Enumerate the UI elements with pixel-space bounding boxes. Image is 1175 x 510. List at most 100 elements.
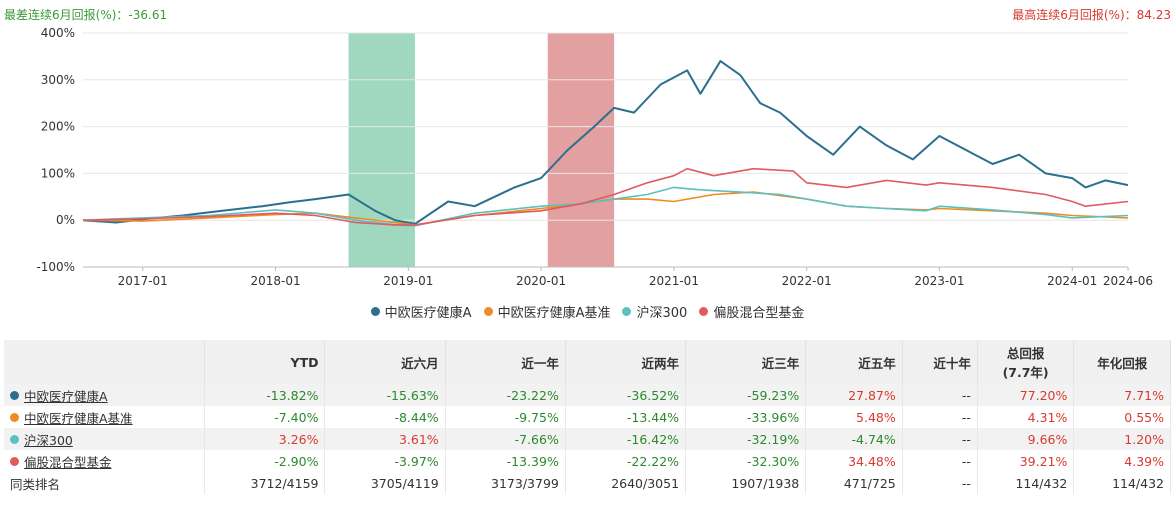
x-tick-label: 2024-01 <box>1047 274 1097 288</box>
row-name-cell[interactable]: 中欧医疗健康A基准 <box>4 406 206 428</box>
row-name-cell[interactable]: 沪深300 <box>4 428 206 450</box>
row-name-cell[interactable]: 中欧医疗健康A <box>4 384 206 406</box>
x-tick-label: 2019-01 <box>383 274 433 288</box>
y-tick-label: -100% <box>36 260 75 274</box>
value-cell: 77.20% <box>977 384 1075 406</box>
legend-label: 偏股混合型基金 <box>713 306 805 321</box>
value-cell: -22.22% <box>565 450 687 472</box>
chart-legend: 中欧医疗健康A 中欧医疗健康A基准 沪深300 偏股混合型基金 <box>0 302 1175 321</box>
rank-label: 同类排名 <box>4 472 206 494</box>
rank-cell: 114/432 <box>977 472 1075 494</box>
table-row: 沪深300 3.26% 3.61% -7.66% -16.42% -32.19% -4.74… <box>4 428 1171 450</box>
x-tick-label: 2024-06 <box>1103 274 1153 288</box>
table-row: 偏股混合型基金 -2.90% -3.97% -13.39% -22.22% -32.30%… <box>4 450 1171 472</box>
value-cell: -13.82% <box>204 384 326 406</box>
legend-dot-icon <box>699 307 709 316</box>
legend-item[interactable]: 中欧医疗健康A <box>370 302 472 321</box>
value-cell: 0.55% <box>1073 406 1171 428</box>
value-cell: 5.48% <box>805 406 903 428</box>
rank-cell: 3712/4159 <box>204 472 326 494</box>
row-name-link[interactable]: 中欧医疗健康A <box>24 388 108 404</box>
x-tick-label: 2021-01 <box>649 274 699 288</box>
y-tick-label: 100% <box>41 166 75 180</box>
shaded-period-0 <box>348 33 415 267</box>
x-tick-label: 2020-01 <box>516 274 566 288</box>
row-name-cell[interactable]: 偏股混合型基金 <box>4 450 206 472</box>
series-dot-icon <box>10 434 19 444</box>
value-cell: -- <box>902 384 978 406</box>
value-cell: -- <box>902 450 978 472</box>
x-tick-label: 2017-01 <box>118 274 168 288</box>
value-cell: -59.23% <box>685 384 807 406</box>
value-cell: -2.90% <box>204 450 326 472</box>
value-cell: -36.52% <box>565 384 687 406</box>
y-tick-label: 300% <box>41 73 75 87</box>
column-header: 近六月 <box>324 340 446 384</box>
value-cell: -23.22% <box>445 384 566 406</box>
value-cell: 7.71% <box>1073 384 1171 406</box>
best-6m-return: 最高连续6月回报(%)：84.23 <box>1012 8 1171 22</box>
column-header: 近一年 <box>445 340 566 384</box>
rank-cell: 3705/4119 <box>324 472 446 494</box>
table-row: 中欧医疗健康A基准 -7.40% -8.44% -9.75% -13.44% -33.96… <box>4 406 1171 428</box>
column-header: 近五年 <box>805 340 903 384</box>
legend-item[interactable]: 沪深300 <box>622 302 687 321</box>
column-header: 近三年 <box>685 340 807 384</box>
y-tick-label: 200% <box>41 120 75 134</box>
column-header: 近十年 <box>902 340 978 384</box>
legend-label: 中欧医疗健康A <box>384 306 472 321</box>
series-line-0 <box>82 60 1129 225</box>
legend-item[interactable]: 偏股混合型基金 <box>699 302 804 321</box>
value-cell: -16.42% <box>565 428 687 450</box>
value-cell: -3.97% <box>324 450 446 472</box>
x-tick-label: 2018-01 <box>250 274 300 288</box>
value-cell: 3.61% <box>324 428 446 450</box>
row-name-link[interactable]: 偏股混合型基金 <box>24 454 112 470</box>
column-header: 总回报 (7.7年) <box>977 340 1075 384</box>
value-cell: 1.20% <box>1073 428 1171 450</box>
value-cell: -- <box>902 428 978 450</box>
y-tick-label: 0% <box>56 213 75 227</box>
row-name-link[interactable]: 沪深300 <box>24 432 73 448</box>
x-tick-label: 2022-01 <box>782 274 832 288</box>
legend-label: 中欧医疗健康A基准 <box>497 306 611 321</box>
y-tick-label: 400% <box>41 26 75 40</box>
value-cell: 4.39% <box>1073 450 1171 472</box>
rank-cell: -- <box>902 472 978 494</box>
legend-dot-icon <box>622 307 632 316</box>
series-dot-icon <box>10 390 19 400</box>
performance-chart: 400% 300% 200% 100% 0% -100% 2017-01 2018-01 201… <box>36 26 1153 288</box>
series-dot-icon <box>10 456 19 466</box>
row-name-link[interactable]: 中欧医疗健康A基准 <box>24 410 133 426</box>
table-row: 中欧医疗健康A -13.82% -15.63% -23.22% -36.52% -59.2… <box>4 384 1171 406</box>
series-dot-icon <box>10 412 19 422</box>
value-cell: -- <box>902 406 978 428</box>
rank-cell: 1907/1938 <box>685 472 807 494</box>
column-header: YTD <box>204 340 326 384</box>
series-line-3 <box>82 167 1129 226</box>
value-cell: -33.96% <box>685 406 807 428</box>
column-header <box>4 340 206 384</box>
rank-cell: 3173/3799 <box>445 472 566 494</box>
rank-cell: 471/725 <box>805 472 903 494</box>
column-header: 年化回报 <box>1073 340 1171 384</box>
legend-dot-icon <box>370 307 380 316</box>
value-cell: -13.44% <box>565 406 687 428</box>
column-header: 近两年 <box>565 340 687 384</box>
value-cell: -13.39% <box>445 450 566 472</box>
value-cell: 34.48% <box>805 450 903 472</box>
value-cell: 39.21% <box>977 450 1075 472</box>
rank-cell: 114/432 <box>1073 472 1171 494</box>
x-tick-label: 2023-01 <box>914 274 964 288</box>
value-cell: -9.75% <box>445 406 566 428</box>
value-cell: -8.44% <box>324 406 446 428</box>
performance-table: YTD 近六月 近一年 近两年 近三年 近五年 近十年 总回报 (7.7年) 年化回报 中欧医疗健… <box>4 340 1171 494</box>
worst-6m-return: 最差连续6月回报(%)：-36.61 <box>4 8 168 22</box>
value-cell: 4.31% <box>977 406 1075 428</box>
value-cell: -15.63% <box>324 384 446 406</box>
value-cell: 9.66% <box>977 428 1075 450</box>
value-cell: -32.30% <box>685 450 807 472</box>
value-cell: -32.19% <box>685 428 807 450</box>
legend-item[interactable]: 中欧医疗健康A基准 <box>483 302 611 321</box>
legend-label: 沪深300 <box>636 306 688 321</box>
